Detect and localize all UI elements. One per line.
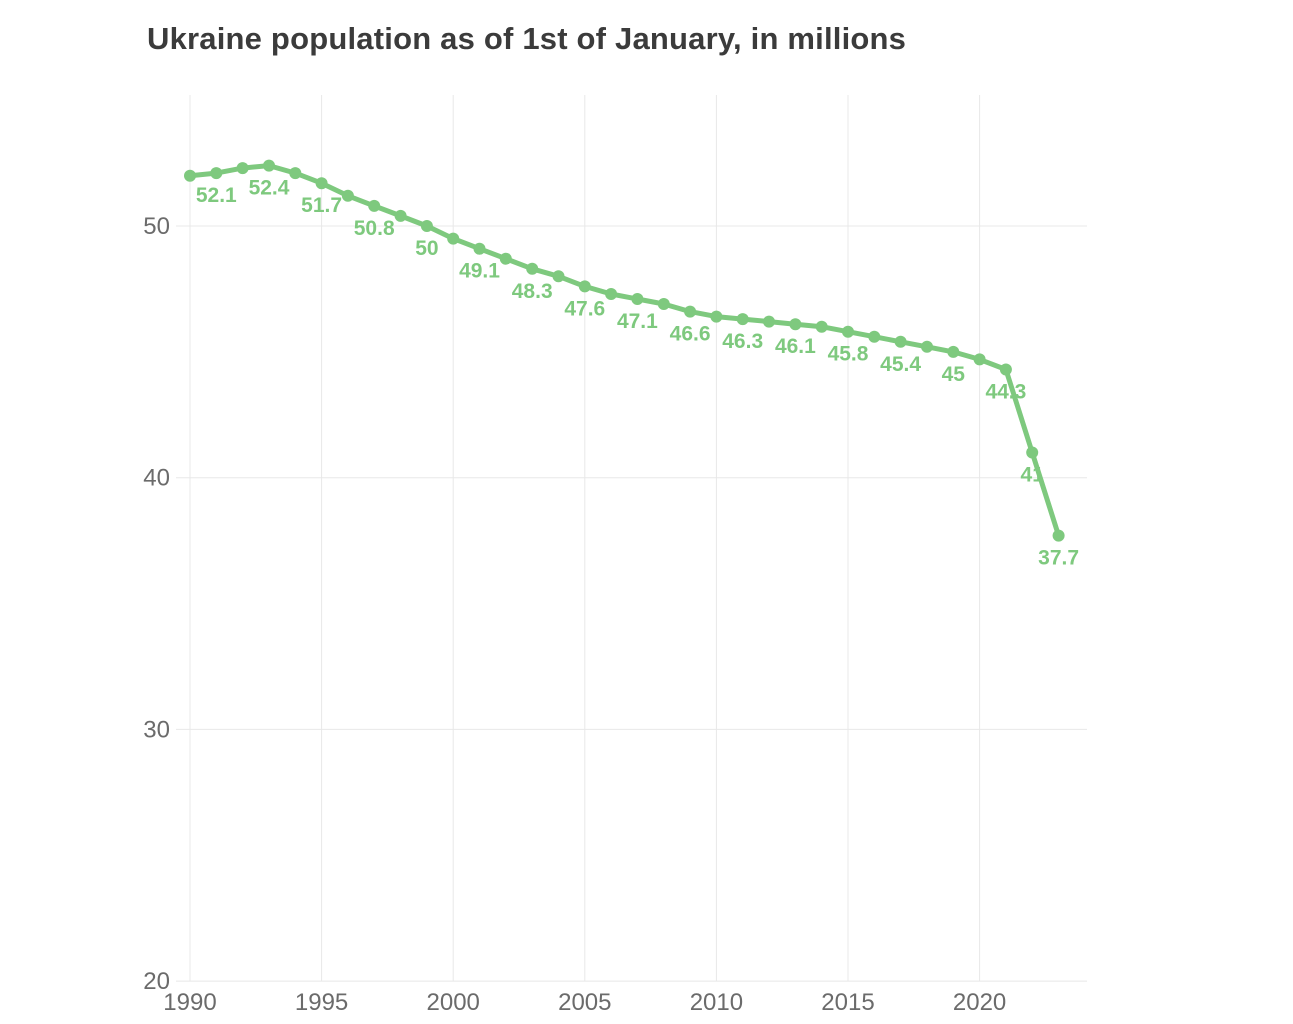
data-point (1052, 529, 1065, 542)
data-point (868, 330, 881, 343)
data-point (368, 199, 381, 212)
data-point (763, 315, 775, 328)
data-point (394, 209, 407, 222)
data-point-label: 48.3 (512, 280, 553, 303)
x-tick-label: 1995 (295, 989, 348, 1016)
data-point-label: 46.6 (670, 323, 711, 346)
population-line (187, 163, 1062, 539)
data-point-label: 52.4 (249, 177, 290, 200)
data-point-label: 45.4 (880, 353, 921, 376)
data-point-label: 50.8 (354, 217, 395, 240)
data-point-label: 47.6 (564, 297, 605, 320)
x-tick-label: 2015 (821, 989, 874, 1016)
data-point (420, 220, 433, 232)
data-point (631, 293, 644, 305)
data-point (184, 169, 196, 182)
data-point (341, 189, 354, 202)
data-point (605, 288, 618, 300)
data-point-label: 45 (942, 363, 966, 386)
data-point (684, 305, 697, 318)
data-point (973, 353, 986, 366)
data-point (842, 325, 854, 338)
data-point (921, 340, 933, 353)
data-point (789, 318, 802, 331)
data-point (947, 345, 960, 358)
data-point (526, 262, 539, 275)
y-tick-label: 30 (143, 716, 170, 743)
data-point (578, 280, 591, 293)
data-point-label: 45.8 (828, 343, 869, 366)
data-point (657, 298, 670, 310)
data-point-label: 49.1 (459, 260, 500, 283)
data-point (473, 242, 486, 255)
data-point-label: 50 (415, 237, 438, 260)
data-point (447, 232, 460, 245)
data-point (263, 159, 275, 172)
data-point (210, 167, 223, 180)
data-point-label: 47.1 (617, 310, 658, 333)
x-tick-label: 2010 (690, 989, 743, 1016)
x-tick-label: 2000 (427, 989, 480, 1016)
x-tick-label: 2020 (953, 989, 1006, 1016)
data-point (552, 270, 565, 283)
data-point-label: 44.3 (985, 381, 1026, 404)
data-point (710, 310, 723, 323)
data-point (894, 335, 907, 348)
chart-title: Ukraine population as of 1st of January,… (147, 21, 907, 56)
data-point-label: 37.7 (1038, 547, 1079, 570)
x-tick-label: 1990 (163, 989, 216, 1016)
data-point (1026, 446, 1039, 459)
data-point (315, 177, 328, 190)
data-point-label: 46.3 (722, 330, 763, 353)
data-point-label: 41 (1021, 464, 1045, 487)
data-point-label: 46.1 (775, 335, 816, 358)
y-tick-label: 20 (143, 968, 170, 995)
data-point (815, 320, 828, 333)
x-tick-label: 2005 (558, 989, 611, 1016)
data-point (499, 252, 512, 265)
data-point (236, 162, 249, 175)
y-tick-label: 40 (143, 465, 170, 492)
data-point (736, 313, 749, 326)
data-point (289, 167, 302, 180)
data-point-label: 51.7 (301, 194, 342, 217)
data-point-label: 52.1 (196, 184, 237, 207)
data-point (999, 363, 1012, 376)
y-tick-label: 50 (143, 213, 170, 240)
